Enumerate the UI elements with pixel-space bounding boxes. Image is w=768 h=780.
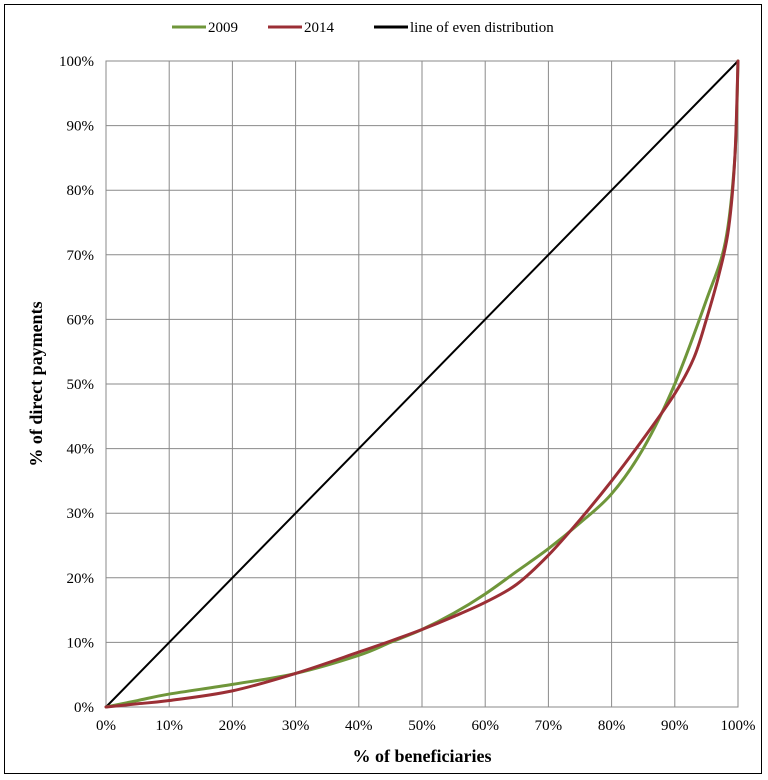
x-axis-tick-labels: 0% 10% 20% 30% 40% 50% 60% 70% 80% 90% 100% (96, 718, 756, 734)
legend-label: line of even distribution (410, 20, 554, 36)
y-tick-label: 10% (67, 635, 95, 651)
x-tick-label: 0% (96, 718, 116, 734)
legend: 2009 2014 line of even distribution (172, 20, 554, 36)
y-tick-label: 80% (67, 183, 95, 199)
legend-label: 2014 (304, 20, 335, 36)
x-tick-label: 20% (219, 718, 247, 734)
y-tick-label: 70% (67, 248, 95, 264)
y-tick-label: 60% (67, 312, 95, 328)
plot-area (105, 60, 739, 708)
series-line-2014 (104, 59, 740, 709)
series-line-2009 (104, 59, 740, 709)
x-tick-label: 80% (598, 718, 626, 734)
y-tick-label: 50% (67, 377, 95, 393)
x-tick-label: 40% (345, 718, 373, 734)
y-axis-tick-labels: 0% 10% 20% 30% 40% 50% 60% 70% 80% 90% 100% (59, 54, 94, 716)
series-line-line-of-even-distribution (105, 60, 739, 708)
y-tick-label: 40% (67, 442, 95, 458)
y-tick-label: 0% (74, 700, 94, 716)
plot-border (105, 60, 739, 708)
y-tick-label: 90% (67, 119, 95, 135)
y-tick-label: 30% (67, 506, 95, 522)
y-tick-label: 20% (67, 571, 95, 587)
x-tick-label: 50% (408, 718, 436, 734)
series-lines (104, 59, 740, 709)
x-axis-title: % of beneficiaries (353, 746, 492, 766)
x-tick-label: 70% (535, 718, 563, 734)
x-tick-label: 90% (661, 718, 689, 734)
x-tick-label: 60% (471, 718, 499, 734)
y-axis-title: % of direct payments (26, 301, 46, 466)
x-tick-label: 30% (282, 718, 310, 734)
y-tick-label: 100% (59, 54, 94, 70)
x-tick-label: 10% (155, 718, 183, 734)
legend-label: 2009 (208, 20, 238, 36)
x-tick-label: 100% (721, 718, 756, 734)
